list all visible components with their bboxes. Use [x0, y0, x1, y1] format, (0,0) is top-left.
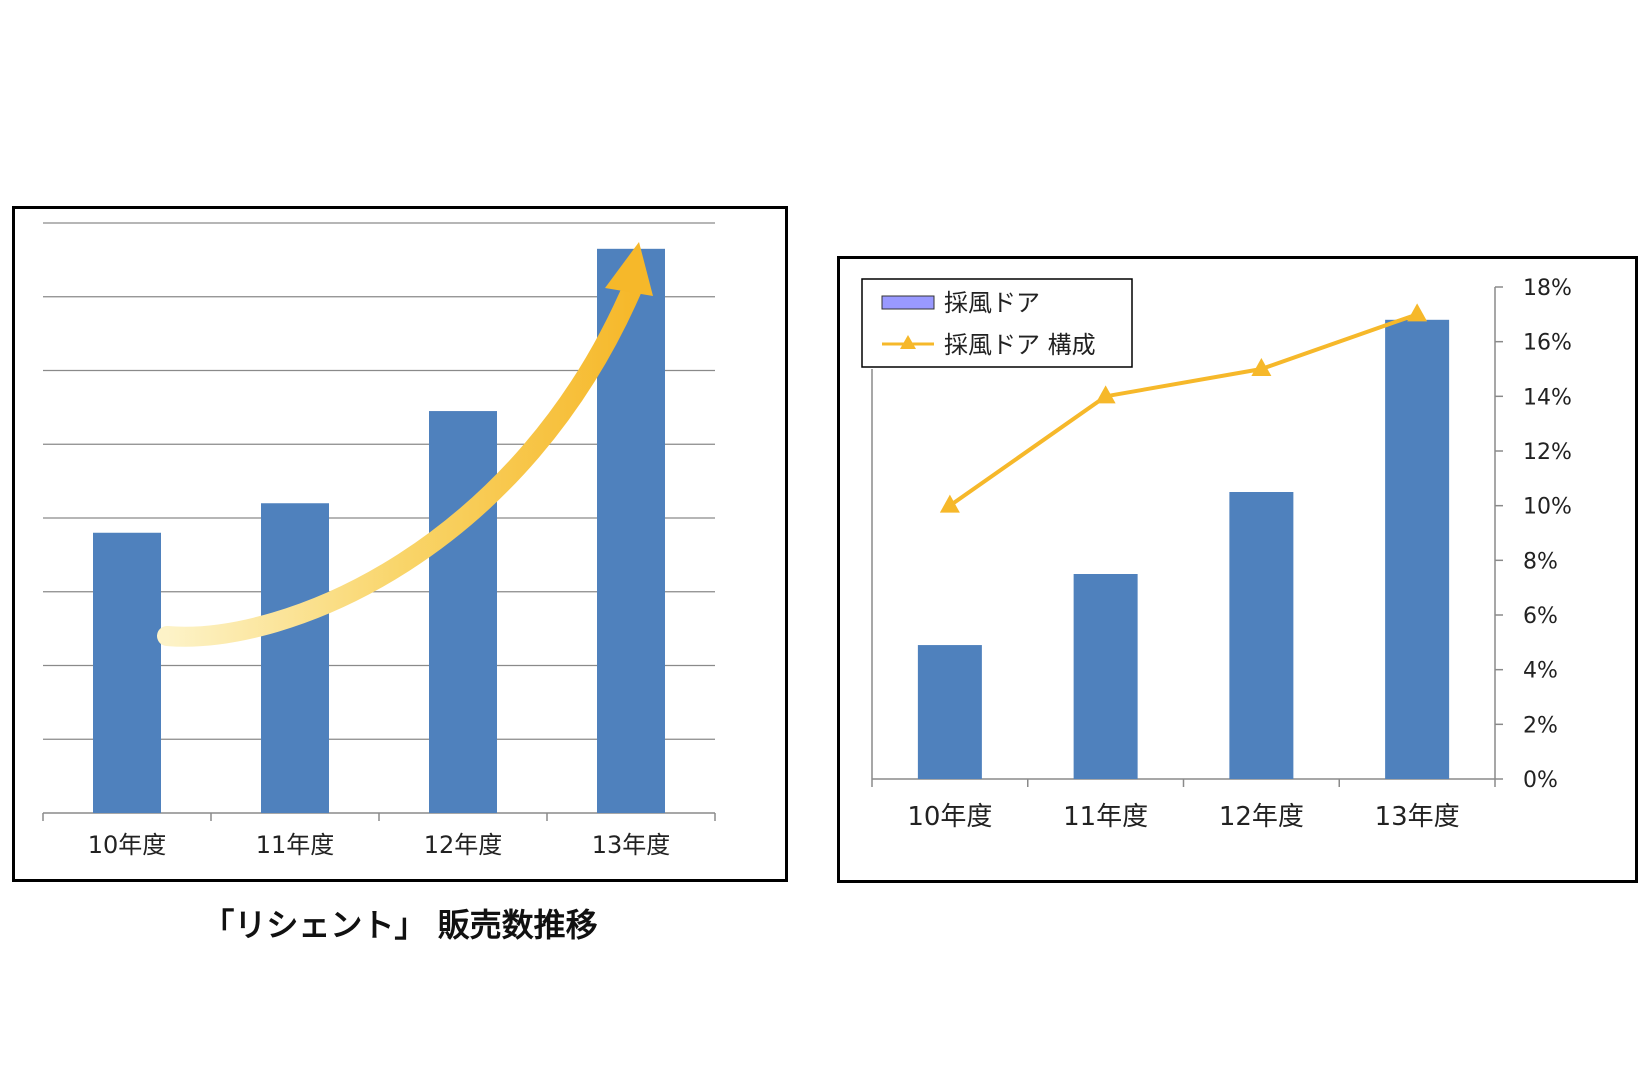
y-right-tick-label: 18% [1523, 276, 1572, 301]
y-right-tick-label: 10% [1523, 495, 1572, 520]
legend-line-marker [900, 335, 916, 349]
right-chart: 0% 2% 4% 6% 8% 10% 12% 14% 16% 18% 10年度 11年度 12年度 13年… [861, 276, 1572, 832]
legend-label: 採風ドア [944, 289, 1040, 317]
y-right-tick-label: 12% [1523, 440, 1572, 465]
legend-box [861, 278, 1133, 368]
right-chart-panel: 0% 2% 4% 6% 8% 10% 12% 14% 16% 18% 10年度 11年度 12年度 13年… [837, 256, 1638, 883]
x-tick-label: 12年度 [1219, 802, 1304, 832]
y-right-tick-label: 16% [1523, 331, 1572, 356]
line-series [948, 312, 1418, 508]
bar [1229, 492, 1294, 779]
bar [261, 503, 329, 813]
bar [93, 532, 161, 813]
line-marker [1407, 303, 1428, 322]
y-right-tick-label: 6% [1523, 604, 1558, 629]
x-tick-label: 10年度 [907, 802, 992, 832]
y-right-tick-label: 4% [1523, 659, 1558, 684]
x-tick-label: 10年度 [88, 831, 167, 859]
y-right-tick-label: 2% [1523, 713, 1558, 738]
line-marker [939, 494, 960, 513]
line-marker [1251, 358, 1272, 376]
x-tick-label: 11年度 [256, 831, 335, 859]
bar [1073, 574, 1138, 779]
legend-label: 採風ドア 構成 [944, 331, 1096, 359]
line-marker [1095, 385, 1116, 404]
bar [1385, 319, 1450, 779]
left-chart: 10年度 11年度 12年度 13年度 [42, 222, 716, 859]
x-tick-label: 13年度 [1375, 802, 1460, 832]
bar [917, 645, 982, 779]
trend-arrow-head [605, 242, 653, 296]
trend-arrow-shaft [157, 272, 645, 647]
left-chart-panel: 10年度 11年度 12年度 13年度 [12, 206, 788, 882]
y-right-tick-label: 14% [1523, 385, 1572, 410]
y-right-tick-label: 8% [1523, 549, 1558, 574]
x-tick-label: 11年度 [1063, 802, 1148, 832]
left-chart-title: 「リシェント」 販売数推移 [202, 906, 598, 944]
y-right-tick-label: 0% [1523, 768, 1558, 793]
x-tick-label: 12年度 [424, 831, 503, 859]
x-tick-label: 13年度 [592, 831, 671, 859]
legend-bar-swatch [881, 295, 935, 310]
bar [429, 411, 497, 813]
